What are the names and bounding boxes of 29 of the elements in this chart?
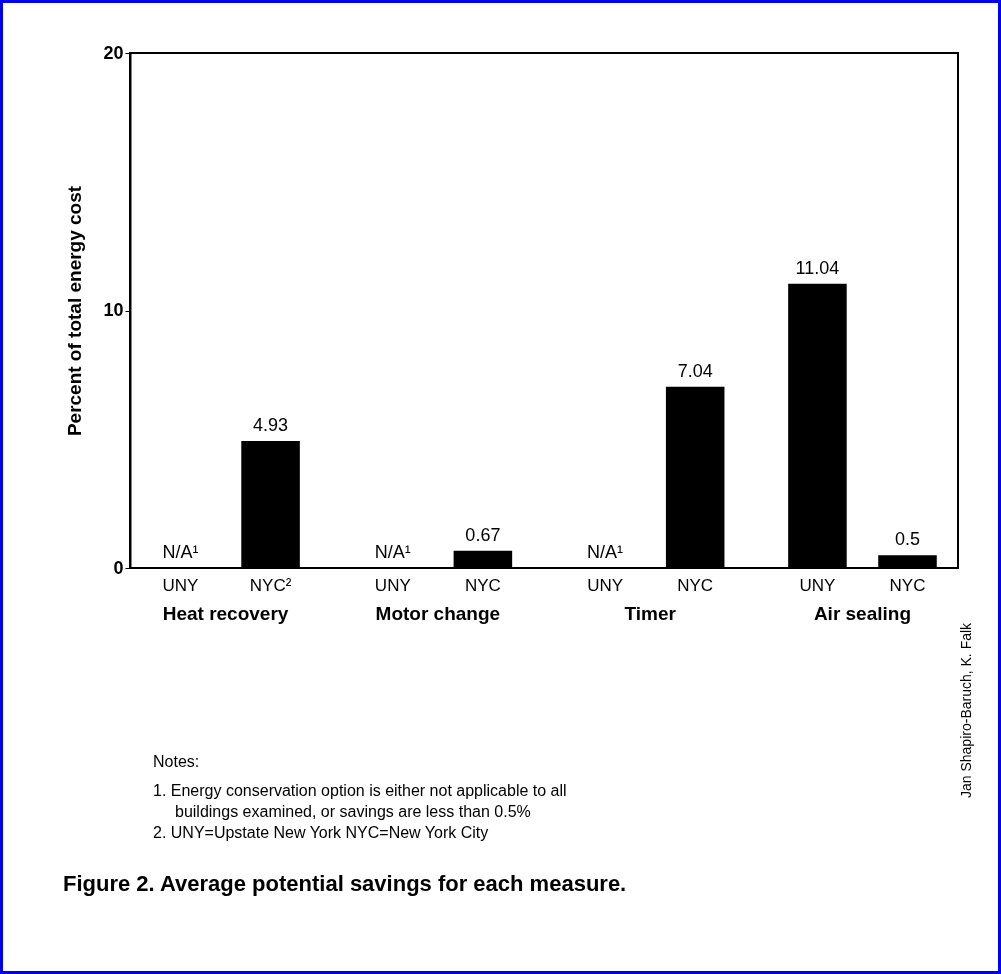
x-tick-label: UNY — [587, 576, 624, 595]
data-label: 7.04 — [677, 360, 713, 381]
text: 2. UNY=Upstate New York NYC=New York City — [153, 823, 490, 843]
y-tick-label: 0 — [113, 557, 124, 578]
x-tick-label: NYC² — [249, 576, 292, 595]
text: N/A¹ — [374, 542, 411, 562]
text: Heat recovery — [162, 602, 289, 624]
x-tick-label: NYC — [889, 576, 926, 595]
data-label: 4.93 — [253, 415, 289, 436]
text: Air sealing — [813, 602, 912, 624]
text: 1. Energy conservation option is either not applicable to all buildings examined, or savings are less than 0.5% — [153, 781, 568, 822]
text: N/A¹ — [587, 542, 624, 562]
data-label: 0.67 — [465, 524, 501, 545]
y-axis-title: Percent of total energy cost — [64, 185, 86, 437]
data-label: 11.04 — [795, 257, 840, 278]
text: Motor change — [375, 602, 501, 624]
x-tick-label: UNY — [799, 576, 836, 595]
text: Timer — [624, 602, 677, 624]
x-tick-label: NYC — [677, 576, 714, 595]
y-tick-label: 20 — [103, 42, 124, 63]
data-label: 0.5 — [894, 529, 921, 550]
text: Figure 2. Average potential savings for each measure. — [63, 871, 627, 897]
x-tick-label: UNY — [162, 576, 199, 595]
x-tick-label: NYC — [464, 576, 501, 595]
text: Notes: — [153, 752, 201, 772]
text: Jan Shapiro-Baruch, K. Falk — [958, 622, 974, 798]
text: N/A¹ — [162, 542, 199, 562]
y-tick-label: 10 — [103, 300, 124, 320]
x-tick-label: UNY — [374, 576, 411, 595]
